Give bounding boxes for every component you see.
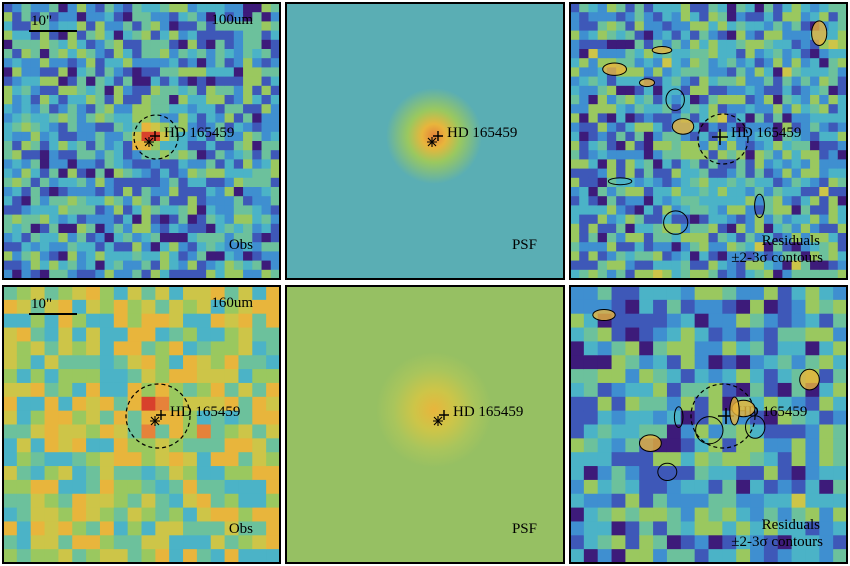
contour (592, 309, 616, 321)
star-marker (144, 131, 160, 147)
panel-frame (2, 2, 281, 280)
panel-frame (285, 2, 565, 280)
contour (651, 46, 673, 55)
target-label: HD 165459 (164, 125, 234, 141)
contour (754, 193, 765, 218)
band-label: 160um (211, 295, 253, 311)
panel-frame (2, 285, 281, 564)
panel-label: Residuals (762, 517, 820, 533)
panel-label: Obs (229, 521, 253, 537)
band-label: 100um (211, 12, 253, 28)
star-marker (150, 410, 166, 426)
contour (799, 368, 820, 391)
panel-frame (569, 2, 848, 280)
contour (639, 78, 655, 88)
target-label: HD 165459 (447, 125, 517, 141)
contour (695, 416, 724, 445)
contour (729, 396, 740, 426)
panel-sublabel: ±2-3σ contours (731, 250, 823, 266)
aperture-circle (125, 383, 191, 449)
panel-image (570, 286, 847, 563)
panel-frame (569, 285, 848, 564)
contour (745, 415, 766, 439)
panel-image (3, 286, 280, 563)
star-marker (427, 131, 443, 147)
panel-label: Residuals (762, 233, 820, 249)
panel-100um-psf: HD 165459 PSF (285, 2, 565, 280)
panel-100um-res: HD 165459 Residuals±2-3σ contours (569, 2, 848, 280)
contour (657, 462, 678, 481)
contour (607, 177, 633, 186)
scale-bar-label: 10" (31, 13, 52, 29)
panel-160um-psf: HD 165459 PSF (285, 285, 565, 564)
panel-160um-obs: HD 165459 10" 160um Obs (2, 285, 281, 564)
contour (673, 406, 684, 429)
contour (602, 62, 627, 76)
panel-label: PSF (512, 521, 537, 537)
scale-bar-label: 10" (31, 296, 52, 312)
panel-image (286, 286, 564, 563)
target-label: HD 165459 (170, 404, 240, 420)
panel-image (3, 3, 280, 279)
contour (671, 118, 695, 135)
contour (639, 434, 662, 453)
target-label: HD 165459 (731, 125, 801, 141)
star-marker (433, 410, 449, 426)
panel-label: Obs (229, 237, 253, 253)
star-marker (712, 129, 728, 145)
panel-100um-obs: HD 165459 10" 100um Obs (2, 2, 281, 280)
aperture-circle (133, 114, 179, 160)
aperture-circle (697, 113, 749, 165)
contour (811, 20, 828, 47)
contour (663, 210, 689, 235)
panel-label: PSF (512, 237, 537, 253)
panel-frame (285, 285, 565, 564)
target-label: HD 165459 (453, 404, 523, 420)
contour (665, 88, 685, 111)
panel-sublabel: ±2-3σ contours (731, 534, 823, 550)
